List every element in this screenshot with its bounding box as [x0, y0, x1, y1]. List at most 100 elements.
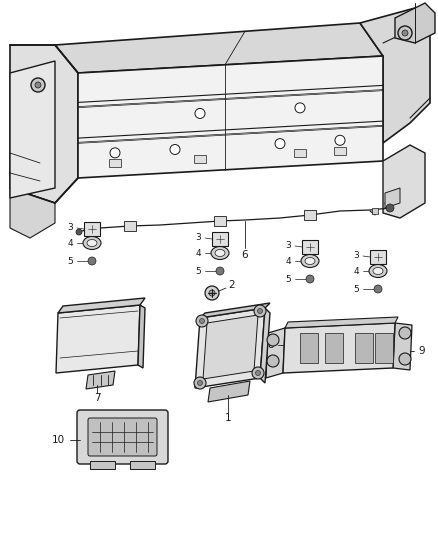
Text: 3: 3: [195, 233, 201, 243]
Circle shape: [88, 257, 96, 265]
Circle shape: [399, 327, 411, 339]
Circle shape: [258, 309, 262, 313]
Polygon shape: [395, 3, 435, 43]
Polygon shape: [200, 303, 270, 318]
Circle shape: [35, 82, 41, 88]
Polygon shape: [109, 159, 121, 167]
Text: 5: 5: [285, 274, 291, 284]
Text: 5: 5: [353, 285, 359, 294]
Text: 10: 10: [52, 435, 65, 445]
Text: 4: 4: [285, 256, 291, 265]
Polygon shape: [300, 333, 318, 363]
Text: 6: 6: [242, 250, 248, 260]
Circle shape: [255, 370, 261, 376]
Polygon shape: [393, 323, 412, 370]
Polygon shape: [304, 210, 316, 220]
Circle shape: [402, 30, 408, 36]
Ellipse shape: [215, 249, 225, 256]
Text: 3: 3: [67, 223, 73, 232]
Polygon shape: [80, 413, 165, 461]
Polygon shape: [370, 250, 386, 264]
Polygon shape: [266, 328, 285, 378]
Circle shape: [306, 275, 314, 283]
Polygon shape: [212, 232, 228, 246]
Text: 4: 4: [195, 248, 201, 257]
Polygon shape: [195, 308, 265, 388]
Polygon shape: [385, 188, 400, 208]
Circle shape: [170, 144, 180, 155]
Polygon shape: [260, 308, 270, 383]
Polygon shape: [58, 298, 145, 313]
Polygon shape: [294, 149, 306, 157]
Circle shape: [195, 108, 205, 118]
Polygon shape: [130, 461, 155, 469]
Circle shape: [76, 229, 82, 235]
Polygon shape: [383, 145, 425, 218]
Ellipse shape: [305, 257, 315, 264]
Circle shape: [398, 26, 412, 40]
Text: 5: 5: [67, 256, 73, 265]
Text: 3: 3: [353, 252, 359, 261]
Polygon shape: [325, 333, 343, 363]
Ellipse shape: [87, 239, 97, 246]
Circle shape: [31, 78, 45, 92]
Circle shape: [267, 355, 279, 367]
FancyBboxPatch shape: [88, 418, 157, 456]
Ellipse shape: [83, 237, 101, 249]
Polygon shape: [10, 45, 78, 203]
Polygon shape: [285, 317, 398, 328]
Circle shape: [267, 334, 279, 346]
Polygon shape: [90, 461, 115, 469]
Text: 1: 1: [225, 413, 231, 423]
Ellipse shape: [301, 254, 319, 268]
Ellipse shape: [369, 264, 387, 278]
Polygon shape: [360, 8, 430, 143]
Polygon shape: [78, 56, 383, 178]
Text: 4: 4: [67, 238, 73, 247]
Polygon shape: [55, 23, 383, 73]
Circle shape: [252, 367, 264, 379]
Polygon shape: [124, 221, 136, 231]
Polygon shape: [203, 315, 258, 379]
Polygon shape: [138, 305, 145, 368]
Polygon shape: [86, 371, 115, 389]
Polygon shape: [283, 323, 395, 373]
Polygon shape: [375, 333, 393, 363]
Circle shape: [399, 353, 411, 365]
Circle shape: [196, 315, 208, 327]
Polygon shape: [194, 155, 206, 163]
Circle shape: [275, 139, 285, 149]
Polygon shape: [302, 240, 318, 254]
Polygon shape: [372, 208, 378, 214]
Circle shape: [386, 204, 394, 212]
Circle shape: [374, 285, 382, 293]
Circle shape: [295, 103, 305, 113]
Polygon shape: [84, 222, 100, 236]
Circle shape: [110, 148, 120, 158]
Text: 4: 4: [353, 266, 359, 276]
Ellipse shape: [373, 268, 383, 274]
Circle shape: [254, 305, 266, 317]
Polygon shape: [10, 188, 55, 238]
Circle shape: [199, 319, 205, 324]
Text: 3: 3: [285, 241, 291, 251]
Polygon shape: [334, 147, 346, 155]
Circle shape: [216, 267, 224, 275]
Polygon shape: [56, 305, 140, 373]
Text: 2: 2: [229, 280, 235, 290]
Circle shape: [194, 377, 206, 389]
Text: 5: 5: [195, 266, 201, 276]
Polygon shape: [208, 381, 250, 402]
Text: 7: 7: [94, 393, 100, 403]
Ellipse shape: [211, 246, 229, 260]
Circle shape: [335, 135, 345, 146]
Polygon shape: [10, 61, 55, 198]
Circle shape: [198, 381, 202, 385]
Circle shape: [209, 290, 215, 296]
Circle shape: [205, 286, 219, 300]
Text: 9: 9: [418, 346, 424, 356]
Text: 8: 8: [267, 340, 274, 350]
Polygon shape: [355, 333, 373, 363]
Polygon shape: [214, 216, 226, 226]
FancyBboxPatch shape: [77, 410, 168, 464]
